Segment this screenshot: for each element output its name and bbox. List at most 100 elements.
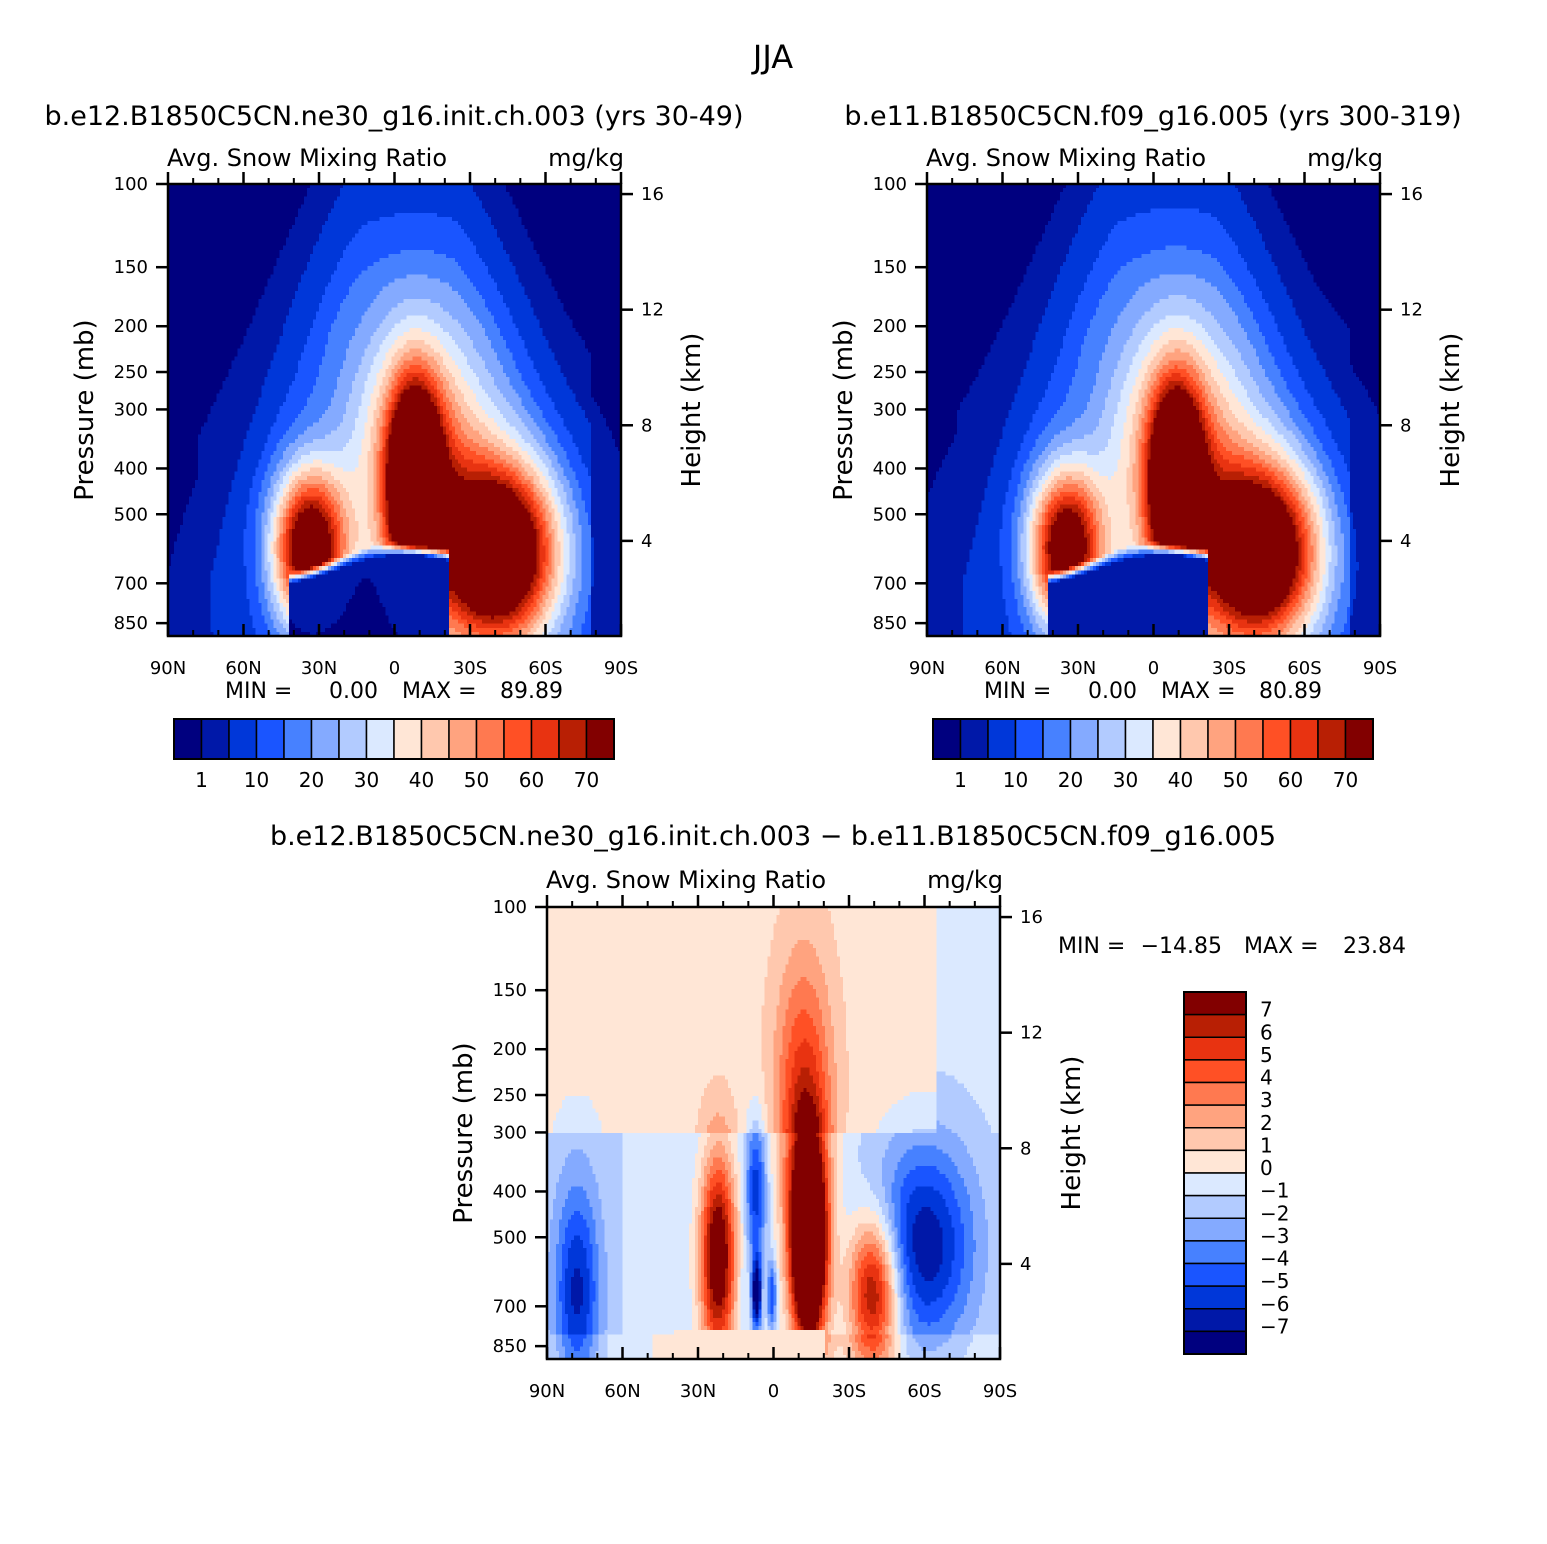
contour-cell (1044, 307, 1076, 312)
contour-cell (1325, 488, 1333, 493)
contour-cell (1093, 430, 1112, 436)
contour-cell (590, 631, 622, 637)
contour-cell (1041, 520, 1046, 526)
contour-cell (1298, 553, 1303, 559)
contour-cell (427, 389, 432, 395)
contour-cell (382, 430, 387, 436)
contour-cell (1147, 496, 1281, 501)
contour-cell (1144, 533, 1149, 538)
contour-cell (291, 566, 296, 571)
contour-cell (1129, 442, 1136, 448)
contour-cell (1144, 377, 1152, 382)
contour-cell (533, 245, 622, 251)
contour-cell (261, 578, 269, 584)
contour-cell (340, 496, 350, 501)
contour-cell (1138, 549, 1155, 555)
contour-cell (457, 401, 468, 407)
contour-cell (548, 455, 559, 460)
contour-cell (198, 446, 245, 452)
contour-cell (542, 566, 547, 571)
contour-cell (1050, 529, 1085, 534)
contour-cell (966, 393, 1016, 399)
contour-cell (551, 615, 559, 621)
contour-cell (222, 520, 248, 526)
contour-cell (1241, 196, 1275, 202)
contour-cell (430, 393, 435, 399)
contour-cell (201, 430, 248, 436)
colorbar-swatch (448, 718, 478, 760)
contour-cell (509, 192, 622, 197)
contour-cell (445, 348, 462, 354)
colorbar-swatch (393, 718, 423, 760)
contour-cell (349, 537, 359, 543)
contour-cell (1319, 488, 1327, 493)
contour-cell (560, 525, 568, 530)
contour-cell (388, 426, 393, 432)
contour-cell (1307, 541, 1312, 547)
contour-cell (927, 562, 967, 567)
panel-1-y-axis-label: Pressure (mb) (70, 319, 100, 500)
contour-cell (1090, 496, 1097, 501)
contour-cell (370, 397, 377, 403)
contour-cell (427, 368, 435, 374)
contour-cell (521, 401, 538, 407)
contour-cell (1141, 479, 1146, 485)
contour-cell (1283, 500, 1287, 506)
contour-cell (445, 442, 450, 448)
contour-cell (1204, 278, 1233, 284)
contour-cell (288, 229, 323, 234)
contour-cell (1331, 463, 1348, 469)
contour-cell (328, 282, 353, 288)
contour-cell (282, 520, 287, 526)
contour-cell (448, 434, 453, 440)
contour-cell (1310, 500, 1318, 506)
contour-cell (168, 430, 202, 436)
colorbar-label: 70 (574, 768, 599, 792)
panel-1-min-label: MIN = (225, 679, 292, 704)
contour-cell (379, 492, 384, 497)
contour-cell (1247, 262, 1275, 267)
contour-cell (1026, 496, 1034, 501)
contour-cell (548, 344, 586, 349)
contour-cell (385, 508, 390, 514)
contour-cell (1059, 196, 1094, 202)
contour-cell (463, 327, 486, 333)
contour-cell (264, 377, 296, 382)
contour-cell (370, 545, 384, 551)
contour-cell (1262, 438, 1275, 444)
contour-cell (590, 475, 622, 481)
contour-cell (1256, 434, 1272, 440)
contour-cell (1159, 274, 1197, 280)
contour-cell (1159, 360, 1170, 366)
contour-cell (1081, 520, 1088, 526)
contour-cell (309, 631, 317, 637)
contour-cell (581, 492, 592, 497)
contour-cell (1301, 253, 1381, 259)
contour-cell (975, 529, 1001, 534)
contour-cell (1147, 385, 1152, 391)
contour-cell (984, 492, 1007, 497)
contour-cell (1165, 245, 1188, 251)
contour-cell (466, 303, 486, 308)
contour-cell (322, 294, 347, 300)
contour-cell (1304, 533, 1309, 538)
contour-cell (168, 566, 214, 571)
contour-cell (312, 574, 317, 580)
contour-cell (1032, 541, 1037, 547)
contour-cell (1340, 520, 1351, 526)
contour-cell (451, 418, 459, 423)
contour-cell (557, 438, 574, 444)
contour-cell (560, 516, 568, 522)
contour-cell (364, 426, 371, 432)
contour-cell (267, 537, 275, 543)
contour-cell (294, 483, 302, 489)
contour-cell (572, 582, 583, 588)
contour-cell (376, 520, 380, 526)
contour-cell (1120, 438, 1130, 444)
contour-cell (1029, 426, 1046, 432)
contour-cell (542, 459, 553, 465)
contour-cell (1038, 492, 1043, 497)
contour-cell (563, 303, 622, 308)
contour-cell (355, 373, 368, 378)
contour-cell (1346, 323, 1381, 329)
